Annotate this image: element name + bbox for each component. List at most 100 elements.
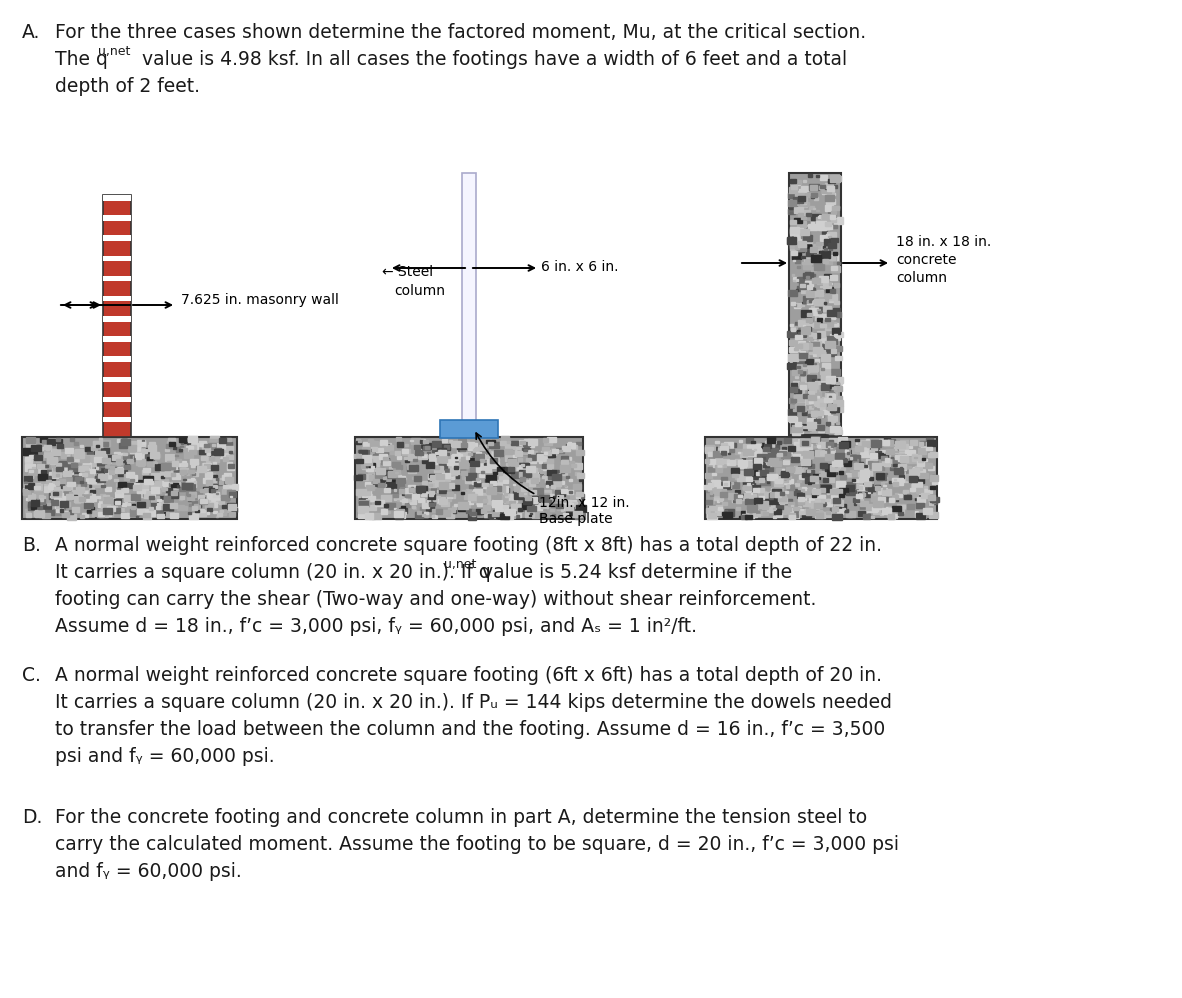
Polygon shape [891,478,894,479]
Polygon shape [579,479,582,481]
Polygon shape [90,469,96,473]
Polygon shape [808,482,812,484]
Polygon shape [169,513,177,518]
Polygon shape [745,487,751,491]
Polygon shape [779,498,787,503]
Polygon shape [567,502,577,508]
Polygon shape [561,490,566,493]
Polygon shape [795,403,804,409]
Polygon shape [800,247,807,251]
Polygon shape [901,505,905,508]
Polygon shape [506,463,508,465]
Polygon shape [913,467,917,471]
Polygon shape [798,406,806,411]
Polygon shape [810,384,818,390]
Polygon shape [64,486,70,490]
Polygon shape [858,481,863,484]
Polygon shape [806,300,811,303]
Polygon shape [54,503,63,508]
Polygon shape [103,495,109,499]
Polygon shape [436,474,439,475]
Polygon shape [164,512,168,515]
Polygon shape [820,176,827,180]
Polygon shape [202,443,212,449]
Polygon shape [723,484,730,489]
Polygon shape [823,215,832,221]
Polygon shape [733,498,740,502]
Polygon shape [145,510,155,516]
Polygon shape [210,456,220,462]
Polygon shape [818,399,823,402]
Polygon shape [442,438,447,442]
Polygon shape [824,342,826,344]
Polygon shape [468,443,478,449]
Polygon shape [827,187,834,191]
Polygon shape [366,488,371,491]
Polygon shape [215,516,217,517]
Polygon shape [793,230,800,235]
Polygon shape [818,266,821,269]
Polygon shape [227,462,232,465]
Polygon shape [566,509,574,515]
Polygon shape [520,478,527,482]
Polygon shape [732,468,739,473]
Polygon shape [915,465,922,470]
Polygon shape [429,474,434,477]
Polygon shape [433,515,437,518]
Polygon shape [804,225,808,229]
Polygon shape [834,427,842,431]
Polygon shape [531,490,537,494]
Polygon shape [831,266,837,270]
Polygon shape [524,493,526,494]
Polygon shape [117,463,119,465]
Polygon shape [713,462,721,467]
Polygon shape [704,447,713,453]
Polygon shape [465,442,474,448]
Polygon shape [176,482,183,487]
Polygon shape [199,499,207,504]
Polygon shape [898,494,902,497]
Polygon shape [715,440,720,443]
Polygon shape [871,463,882,470]
Polygon shape [779,478,788,484]
Polygon shape [810,490,818,495]
Polygon shape [509,501,515,505]
Polygon shape [498,472,502,475]
Polygon shape [576,472,578,475]
Polygon shape [924,486,927,488]
Polygon shape [810,450,818,454]
Polygon shape [400,498,404,501]
Polygon shape [782,459,786,461]
Polygon shape [803,210,810,215]
Polygon shape [803,238,812,244]
Polygon shape [188,442,190,444]
Polygon shape [209,457,214,460]
Polygon shape [229,514,233,516]
Polygon shape [797,400,804,404]
Polygon shape [826,422,830,425]
Polygon shape [746,490,752,494]
Polygon shape [891,464,896,467]
Polygon shape [92,479,99,484]
Polygon shape [813,300,819,304]
Polygon shape [40,470,46,473]
Polygon shape [826,376,836,382]
Polygon shape [808,249,817,254]
Polygon shape [777,453,781,456]
Polygon shape [46,439,56,445]
Polygon shape [853,459,858,462]
Polygon shape [71,472,73,474]
Polygon shape [34,446,40,450]
Polygon shape [545,452,547,454]
Text: value is 4.98 ksf. In all cases the footings have a width of 6 feet and a total: value is 4.98 ksf. In all cases the foot… [136,50,847,69]
Polygon shape [202,463,206,465]
Polygon shape [811,399,818,403]
Polygon shape [110,498,115,501]
Polygon shape [801,217,805,220]
Polygon shape [368,491,370,493]
Polygon shape [156,490,161,493]
Polygon shape [792,425,803,432]
Polygon shape [826,343,831,346]
Polygon shape [870,488,872,489]
Polygon shape [181,440,186,443]
